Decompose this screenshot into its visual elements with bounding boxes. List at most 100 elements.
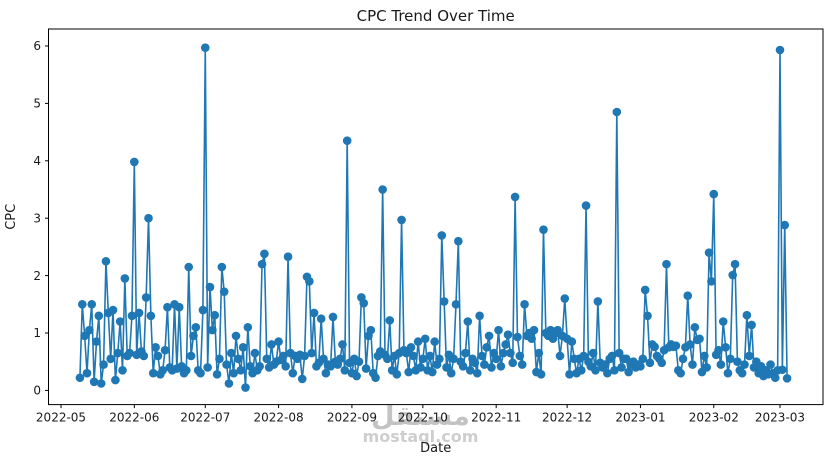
data-point-marker [262, 354, 272, 364]
data-point-marker [515, 351, 525, 361]
data-point-marker [607, 351, 617, 361]
data-point-marker [340, 366, 350, 375]
data-point-marker [342, 136, 352, 146]
data-point-marker [250, 348, 260, 358]
data-point-marker [465, 366, 475, 375]
data-point-marker [491, 354, 501, 364]
data-point-marker [494, 325, 503, 335]
y-tick-label: 5 [33, 97, 41, 111]
data-point-marker [146, 311, 156, 321]
data-point-marker [224, 379, 234, 388]
data-point-marker [428, 367, 437, 377]
data-point-marker [688, 360, 697, 369]
data-point-marker [99, 360, 108, 369]
data-point-marker [234, 354, 243, 364]
y-axis-label: CPC [4, 204, 19, 230]
data-point-marker [534, 348, 544, 358]
data-point-marker [700, 351, 709, 361]
data-point-marker [567, 337, 577, 346]
data-point-marker [198, 305, 208, 315]
data-point-marker [555, 351, 565, 361]
data-point-marker [662, 259, 671, 269]
data-point-marker [508, 358, 518, 368]
data-point-marker [437, 231, 447, 240]
data-point-marker [671, 341, 681, 350]
data-point-marker [281, 361, 290, 371]
x-tick-label: 2023-01 [615, 411, 665, 425]
data-point-marker [151, 343, 160, 352]
data-point-marker [730, 259, 740, 269]
data-point-marker [636, 361, 645, 371]
data-point-marker [184, 262, 194, 272]
data-point-marker [650, 342, 659, 352]
data-point-marker [726, 354, 735, 364]
data-point-marker [737, 368, 747, 378]
data-point-marker [378, 185, 387, 194]
y-tick-label: 4 [33, 154, 41, 168]
x-tick-label: 2022-06 [109, 411, 159, 425]
data-point-marker [702, 363, 711, 372]
data-point-marker [82, 368, 92, 378]
data-point-marker [406, 343, 416, 352]
data-point-marker [430, 337, 439, 346]
plot-area: 2022-05 2022-06 2022-07 2022-08 2022-09 2022-… [33, 28, 824, 425]
data-point-marker [163, 302, 172, 312]
data-point-marker [577, 366, 586, 375]
data-point-marker [115, 317, 125, 326]
data-point-marker [600, 360, 610, 369]
x-tick-label: 2022-09 [327, 411, 377, 425]
data-point-marker [506, 348, 515, 358]
x-tick-label: 2022-08 [254, 411, 304, 425]
data-point-marker [520, 300, 529, 309]
data-point-marker [716, 360, 726, 369]
x-tick-label: 2023-02 [689, 411, 739, 425]
data-point-marker [678, 354, 688, 364]
data-point-marker [383, 354, 392, 364]
data-point-marker [300, 351, 309, 361]
data-point-marker [657, 358, 667, 368]
x-tick-label: 2022-10 [398, 411, 448, 425]
data-point-marker [413, 337, 423, 346]
data-point-marker [695, 334, 704, 344]
data-point-marker [89, 377, 99, 387]
data-point-marker [352, 371, 361, 381]
data-point-marker [420, 334, 430, 344]
chart-title: CPC Trend Over Time [357, 7, 515, 25]
data-point-marker [775, 45, 785, 55]
data-point-marker [134, 308, 144, 318]
data-point-marker [581, 201, 591, 210]
data-point-marker [361, 364, 371, 373]
data-point-marker [529, 325, 539, 335]
x-tick-label: 2022-05 [36, 411, 86, 425]
data-point-marker [113, 348, 123, 358]
data-point-marker [257, 259, 267, 269]
data-point-marker [210, 310, 220, 320]
data-point-marker [92, 337, 101, 346]
data-point-marker [527, 334, 536, 344]
data-point-marker [409, 351, 418, 361]
data-point-marker [196, 368, 205, 378]
data-point-marker [191, 322, 201, 332]
data-point-marker [245, 361, 255, 371]
data-point-marker [212, 370, 222, 379]
data-point-marker [371, 373, 380, 383]
data-point-marker [640, 285, 650, 295]
data-point-marker [215, 354, 224, 364]
data-point-marker [458, 361, 468, 371]
data-point-marker [780, 220, 790, 230]
data-point-marker [503, 330, 513, 340]
data-point-marker [279, 351, 288, 361]
data-point-marker [305, 277, 314, 286]
data-point-marker [778, 365, 787, 375]
data-point-marker [770, 373, 780, 383]
data-point-marker [139, 351, 149, 361]
data-point-marker [359, 298, 369, 308]
x-tick-label: 2022-11 [471, 411, 521, 425]
data-point-marker [94, 311, 104, 321]
data-point-marker [241, 383, 250, 392]
y-tick-label: 1 [33, 326, 41, 340]
data-point-marker [565, 370, 574, 379]
data-point-marker [243, 322, 253, 332]
